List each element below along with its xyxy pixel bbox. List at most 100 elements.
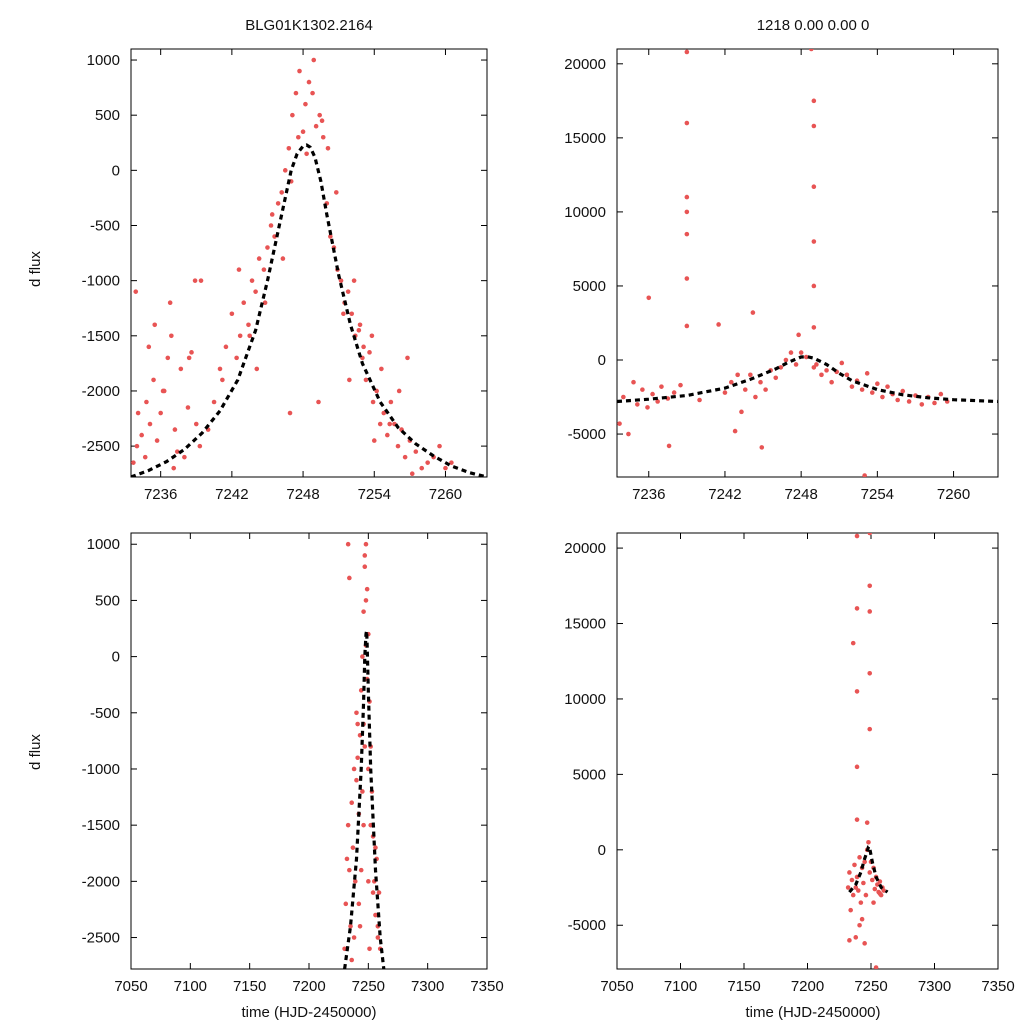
y-tick-label: 5000 (573, 766, 606, 783)
data-point (171, 465, 177, 471)
data-point (160, 388, 166, 394)
data-point (265, 245, 270, 250)
data-point (849, 384, 855, 389)
data-point (371, 438, 377, 443)
data-point (845, 885, 851, 890)
x-tick-label: 7242 (215, 486, 248, 503)
data-point (798, 350, 804, 355)
data-point (320, 134, 326, 140)
x-tick-label: 7150 (727, 978, 760, 995)
plot-frame (130, 48, 488, 478)
data-point (839, 360, 845, 366)
data-point (862, 473, 867, 477)
data-point (237, 333, 243, 339)
data-point (409, 471, 415, 476)
data-point (345, 822, 351, 828)
data-point (262, 300, 268, 306)
x-tick-label: 7200 (791, 978, 824, 995)
data-point (684, 276, 690, 281)
data-point (354, 777, 359, 783)
data-point (135, 410, 141, 416)
data-point (333, 190, 339, 195)
data-point (881, 888, 886, 893)
panel-bottom-right: 7050 7100 7150 7200 7250 7300 7350 20000 15000 10… (564, 532, 1015, 995)
data-point (211, 399, 217, 405)
data-point (131, 460, 136, 465)
x-tick-label: 7050 (600, 978, 633, 995)
data-point (938, 391, 944, 397)
data-point (313, 123, 319, 129)
model-curve (131, 143, 487, 477)
data-point (363, 598, 369, 603)
data-point (443, 465, 448, 471)
y-tick-label: -2000 (82, 383, 120, 400)
y-tick-label: 500 (95, 592, 120, 609)
data-point (350, 845, 356, 850)
data-point (366, 879, 371, 884)
data-point (739, 409, 744, 415)
data-point (361, 344, 366, 350)
data-point (351, 935, 357, 940)
data-point (895, 397, 900, 403)
data-point (395, 443, 401, 449)
data-point (361, 822, 366, 828)
data-point (268, 223, 274, 228)
data-point (249, 278, 255, 283)
plot-area (131, 57, 487, 477)
x-tick-label: 7350 (981, 978, 1014, 995)
y-tick-label: 10000 (564, 204, 606, 221)
y-tick-label: 15000 (564, 616, 606, 633)
plot-frame (130, 532, 488, 970)
data-point (351, 766, 357, 772)
data-point (867, 870, 873, 875)
data-point (362, 553, 368, 558)
data-point (223, 344, 229, 350)
data-point (198, 278, 204, 283)
y-tick-label: -2500 (82, 930, 120, 947)
data-point (363, 541, 369, 547)
data-point (900, 388, 906, 394)
top-ylabel: d flux (27, 251, 44, 287)
y-tick-label: -1000 (82, 761, 120, 778)
data-point (144, 399, 149, 405)
x-tick-label: 7260 (937, 486, 970, 503)
x-tick-label: 7050 (114, 978, 147, 995)
data-point (373, 845, 378, 850)
data-point (849, 877, 855, 883)
y-tick-label: -5000 (568, 917, 606, 934)
data-point (360, 654, 365, 659)
data-point (748, 372, 753, 378)
data-point (852, 862, 857, 868)
data-point (867, 583, 873, 589)
data-point (809, 49, 814, 52)
data-point (811, 325, 817, 330)
data-point (375, 935, 381, 940)
bottom-ylabel: d flux (27, 734, 44, 770)
plot-frame (616, 48, 999, 478)
data-point (848, 907, 853, 913)
data-point (344, 856, 350, 862)
left-panel-title: BLG01K1302.2164 (245, 17, 373, 34)
data-point (864, 371, 870, 376)
data-point (349, 311, 355, 317)
x-tick-label: 7248 (784, 486, 817, 503)
y-tick-label: 20000 (564, 540, 606, 557)
data-point (297, 68, 302, 74)
data-point (189, 350, 194, 355)
x-tick-label: 7300 (918, 978, 951, 995)
data-point (811, 283, 817, 289)
data-point (859, 387, 865, 392)
data-point (275, 201, 281, 206)
data-point (732, 428, 738, 434)
y-tick-label: 15000 (564, 130, 606, 147)
data-point (146, 344, 152, 350)
data-point (247, 333, 252, 339)
data-point (635, 402, 640, 407)
y-tick-label: 0 (598, 352, 606, 369)
data-point (345, 541, 351, 547)
x-tick-label: 7242 (708, 486, 741, 503)
data-point (256, 256, 262, 261)
data-point (763, 387, 768, 392)
data-point (139, 432, 144, 438)
data-point (742, 387, 748, 392)
